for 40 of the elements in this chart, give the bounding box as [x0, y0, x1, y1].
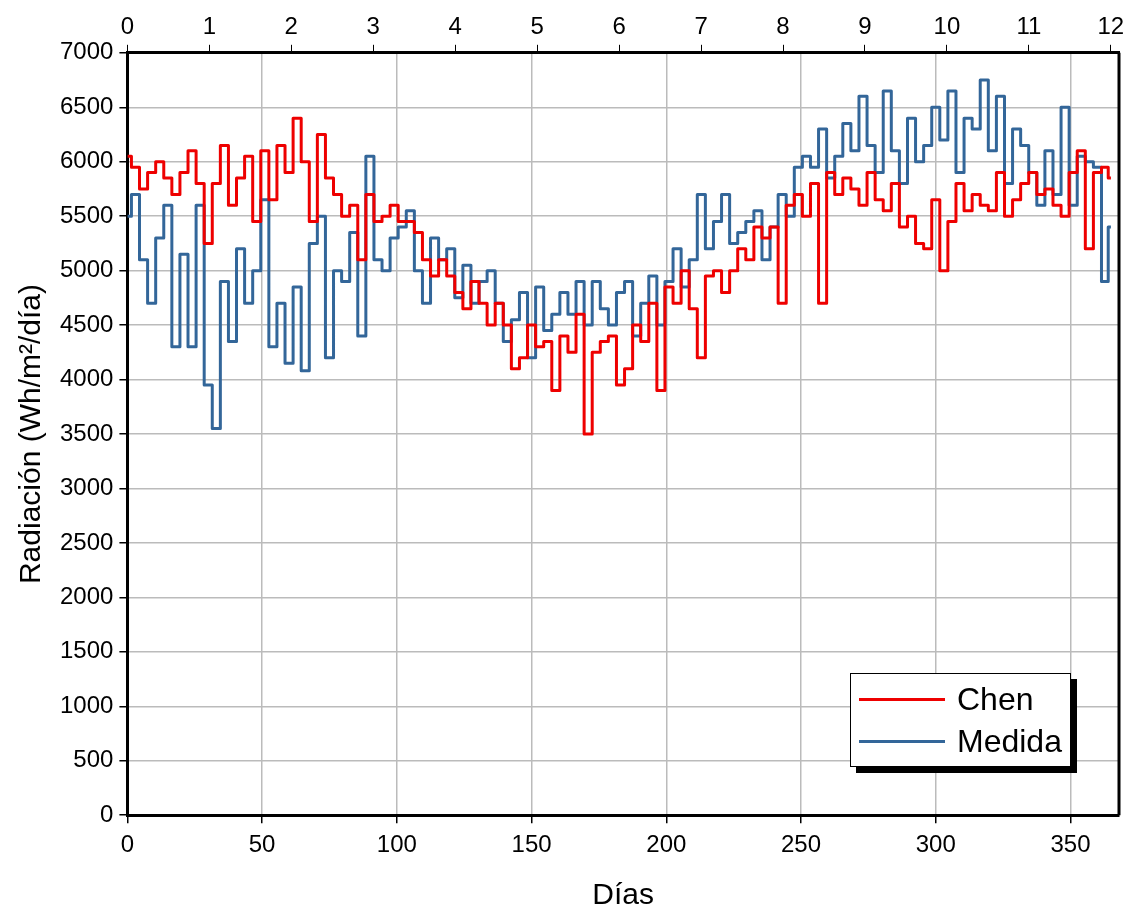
x2-tick-label: 5 — [530, 12, 544, 40]
x2-tick-label: 9 — [858, 12, 872, 40]
y-tick-label: 4500 — [60, 309, 114, 337]
x2-tick-label: 1 — [202, 12, 217, 40]
x2-tick-label: 6 — [612, 12, 626, 40]
y-tick-label: 5000 — [60, 255, 114, 283]
y-tick-label: 7000 — [60, 37, 114, 65]
x-axis-title: Días — [592, 877, 655, 911]
y-tick-label: 4000 — [60, 364, 114, 392]
x2-tick-label: 11 — [1016, 12, 1042, 40]
x-tick-label: 0 — [120, 830, 135, 858]
x-tick-label: 300 — [915, 830, 956, 858]
y-tick-label: 5500 — [60, 200, 114, 228]
y-tick-label: 1500 — [60, 636, 114, 664]
y-tick-label: 500 — [73, 745, 114, 773]
x2-tick-label: 2 — [284, 12, 298, 40]
x-tick-label: 200 — [646, 830, 687, 858]
legend-label: Medida — [957, 722, 1062, 762]
y-tick-label: 1000 — [60, 690, 114, 718]
y-tick-label: 2500 — [60, 527, 114, 555]
x-tick-label: 50 — [248, 830, 276, 858]
x2-tick-label: 10 — [933, 12, 961, 40]
x2-tick-label: 7 — [694, 12, 708, 40]
x2-tick-label: 0 — [120, 12, 135, 40]
x2-tick-label: 8 — [776, 12, 790, 40]
x-tick-label: 350 — [1050, 830, 1091, 858]
y-tick-label: 3500 — [60, 418, 114, 446]
x-tick-label: 250 — [781, 830, 822, 858]
x-tick-label: 150 — [511, 830, 552, 858]
y-tick-label: 3000 — [60, 473, 114, 501]
y-tick-label: 6500 — [60, 91, 114, 119]
y-tick-label: 0 — [100, 799, 114, 827]
y-tick-label: 6000 — [60, 146, 114, 174]
y-axis-title: Radiación (Wh/m²/día) — [13, 283, 47, 585]
x2-tick-label: 3 — [366, 12, 380, 40]
y-tick-label: 2000 — [60, 582, 114, 609]
x2-tick-label: 12 — [1097, 12, 1125, 40]
x-tick-label: 100 — [376, 830, 417, 858]
x2-tick-label: 4 — [448, 12, 462, 40]
legend-label: Chen — [957, 680, 1034, 720]
